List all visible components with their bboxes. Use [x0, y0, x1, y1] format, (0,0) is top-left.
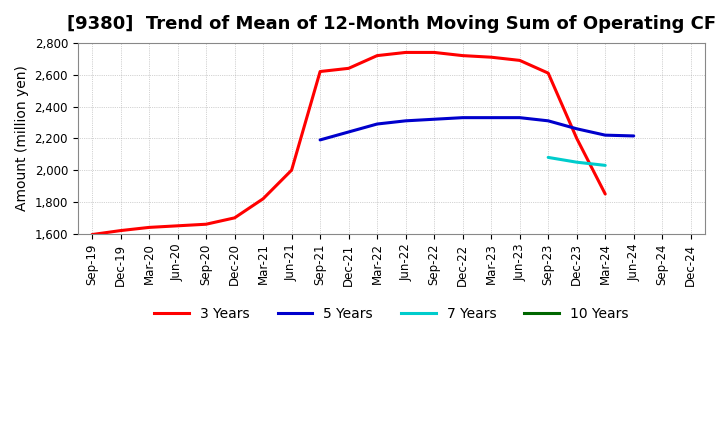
- Title: [9380]  Trend of Mean of 12-Month Moving Sum of Operating CF: [9380] Trend of Mean of 12-Month Moving …: [67, 15, 716, 33]
- Y-axis label: Amount (million yen): Amount (million yen): [15, 66, 29, 211]
- Legend: 3 Years, 5 Years, 7 Years, 10 Years: 3 Years, 5 Years, 7 Years, 10 Years: [149, 301, 634, 326]
